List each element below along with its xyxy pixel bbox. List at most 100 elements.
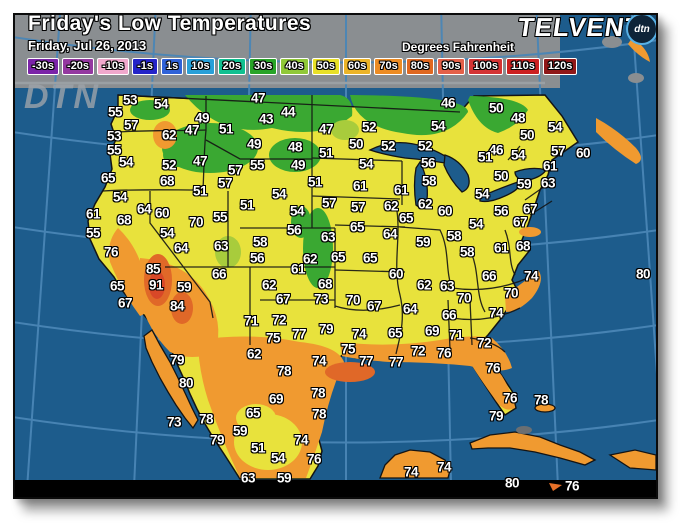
temp-label: 62 <box>416 277 432 293</box>
temp-label: 75 <box>265 330 281 346</box>
temp-label: 78 <box>198 411 214 427</box>
temp-label: 56 <box>249 250 265 266</box>
temp-label: 49 <box>194 110 210 126</box>
temp-label: 69 <box>424 323 440 339</box>
temp-label: 46 <box>440 95 456 111</box>
temp-label: 74 <box>293 432 309 448</box>
temp-label: 61 <box>393 182 409 198</box>
temp-label: 54 <box>474 186 490 202</box>
temp-label: 62 <box>246 346 262 362</box>
temp-label: 56 <box>286 222 302 238</box>
temp-label: 67 <box>522 201 538 217</box>
temp-label: 54 <box>468 216 484 232</box>
temp-label: 55 <box>107 104 123 120</box>
temp-label: 59 <box>415 234 431 250</box>
legend-chip-80s: 80s <box>405 58 435 75</box>
legend-chip-110s: 110s <box>505 58 540 75</box>
temp-label: 70 <box>345 292 361 308</box>
temp-label: 54 <box>289 203 305 219</box>
temp-label: 80 <box>178 375 194 391</box>
temp-label: 65 <box>349 219 365 235</box>
temp-label: 72 <box>271 312 287 328</box>
date-label: Friday, Jul 26, 2013 <box>28 38 147 53</box>
temp-label: 69 <box>268 391 284 407</box>
temp-label: 57 <box>550 143 566 159</box>
temp-label: 65 <box>100 170 116 186</box>
temp-label: 75 <box>340 341 356 357</box>
temp-label: 54 <box>270 450 286 466</box>
temp-label: 73 <box>166 414 182 430</box>
temp-label: 51 <box>218 121 234 137</box>
temp-label: 65 <box>245 405 261 421</box>
temp-label: 78 <box>310 385 326 401</box>
temp-label: 46 <box>488 142 504 158</box>
temp-label: 63 <box>439 278 455 294</box>
temp-label: 80 <box>504 475 520 491</box>
temp-label: 60 <box>437 203 453 219</box>
temp-label: 51 <box>239 197 255 213</box>
temp-label: 66 <box>211 266 227 282</box>
temp-label: 58 <box>421 173 437 189</box>
legend-chip--10s: -10s <box>97 58 130 75</box>
temp-label: 71 <box>243 313 259 329</box>
temp-label: 67 <box>275 291 291 307</box>
legend-chip-40s: 40s <box>280 58 309 75</box>
temp-label: 63 <box>213 238 229 254</box>
temp-label: 65 <box>387 325 403 341</box>
dtn-badge-icon: dtn <box>626 15 656 45</box>
temp-label: 79 <box>169 352 185 368</box>
temp-label: 51 <box>250 440 266 456</box>
legend-chip-60s: 60s <box>343 58 372 75</box>
temp-label: 65 <box>330 249 346 265</box>
temp-label: 64 <box>382 226 398 242</box>
peninsulas-islands <box>143 329 656 479</box>
temp-label: 79 <box>209 432 225 448</box>
temp-label: 61 <box>85 206 101 222</box>
temp-label: 50 <box>493 168 509 184</box>
map-graphic <box>15 15 656 497</box>
temp-label: 54 <box>547 119 563 135</box>
temp-label: 66 <box>441 307 457 323</box>
temp-label: 60 <box>388 266 404 282</box>
temp-label: 68 <box>159 173 175 189</box>
footer-arrow-icon <box>549 483 562 491</box>
temp-label: 57 <box>321 195 337 211</box>
temp-label: 52 <box>161 157 177 173</box>
temp-label: 52 <box>361 119 377 135</box>
temp-label: 52 <box>417 138 433 154</box>
temp-label: 77 <box>291 326 307 342</box>
temp-label: 70 <box>503 285 519 301</box>
temp-label: 55 <box>249 157 265 173</box>
temp-label: 61 <box>352 178 368 194</box>
temp-label: 74 <box>351 326 367 342</box>
temp-label: 77 <box>358 353 374 369</box>
temp-label: 59 <box>176 279 192 295</box>
temp-label: 54 <box>112 189 128 205</box>
temp-label: 54 <box>271 186 287 202</box>
units-label: Degrees Fahrenheit <box>402 40 515 54</box>
temp-label: 72 <box>410 343 426 359</box>
temp-label: 68 <box>116 212 132 228</box>
temp-label: 72 <box>476 335 492 351</box>
temp-label: 51 <box>192 183 208 199</box>
temp-label: 55 <box>85 225 101 241</box>
temp-label: 51 <box>318 145 334 161</box>
temp-label: 56 <box>420 155 436 171</box>
legend-chip-10s: 10s <box>186 58 215 75</box>
temp-label: 54 <box>153 96 169 112</box>
temp-label: 67 <box>512 214 528 230</box>
temp-label: 65 <box>398 210 414 226</box>
legend-chip-120s: 120s <box>542 58 578 75</box>
temp-label: 49 <box>290 157 306 173</box>
temp-label: 84 <box>169 298 185 314</box>
temp-label: 64 <box>173 240 189 256</box>
temp-label: 66 <box>481 268 497 284</box>
temp-label: 62 <box>161 127 177 143</box>
temp-label: 55 <box>106 142 122 158</box>
temp-label: 91 <box>148 277 164 293</box>
temp-label: 43 <box>258 111 274 127</box>
temp-label: 51 <box>307 174 323 190</box>
temp-label: 76 <box>502 390 518 406</box>
temp-label: 54 <box>430 118 446 134</box>
